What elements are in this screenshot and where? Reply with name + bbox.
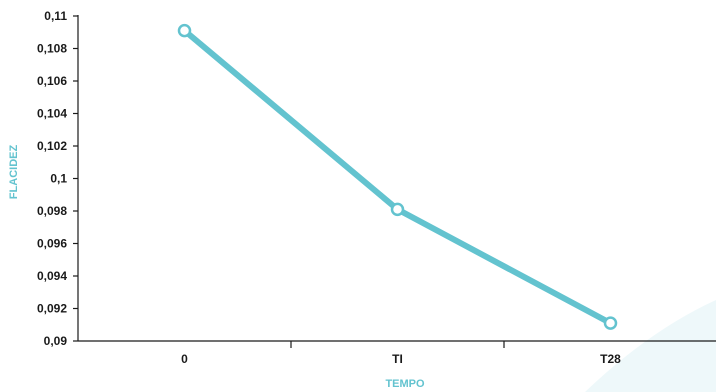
- axes: [77, 15, 716, 342]
- x-axis-ticks: 0 TI T28: [181, 341, 621, 366]
- x-tick-label: TI: [392, 352, 403, 366]
- x-tick-label: T28: [600, 352, 621, 366]
- data-point: [177, 23, 192, 38]
- y-axis-ticks: 0,09 0,092 0,094 0,096 0,098 0,1 0,102 0,104 0,1…: [37, 9, 78, 348]
- y-tick-label: 0,098: [37, 204, 67, 218]
- y-axis-title: FLACIDEZ: [8, 145, 20, 200]
- y-tick-label: 0,1: [50, 172, 67, 186]
- y-tick-label: 0,094: [37, 269, 67, 283]
- data-point: [603, 316, 618, 330]
- y-tick-label: 0,102: [37, 139, 67, 153]
- series-line: [181, 27, 614, 327]
- y-tick-label: 0,108: [37, 42, 67, 56]
- y-tick-label: 0,09: [44, 334, 68, 348]
- y-tick-label: 0,104: [37, 107, 67, 121]
- data-point: [390, 202, 405, 217]
- x-tick-label: 0: [181, 352, 188, 366]
- background-decoration: [585, 300, 716, 392]
- y-tick-label: 0,11: [44, 9, 67, 23]
- series: [177, 23, 618, 330]
- y-tick-label: 0,106: [37, 74, 67, 88]
- y-tick-label: 0,096: [37, 237, 67, 251]
- x-axis-title: TEMPO: [385, 378, 425, 390]
- y-tick-label: 0,092: [37, 302, 67, 316]
